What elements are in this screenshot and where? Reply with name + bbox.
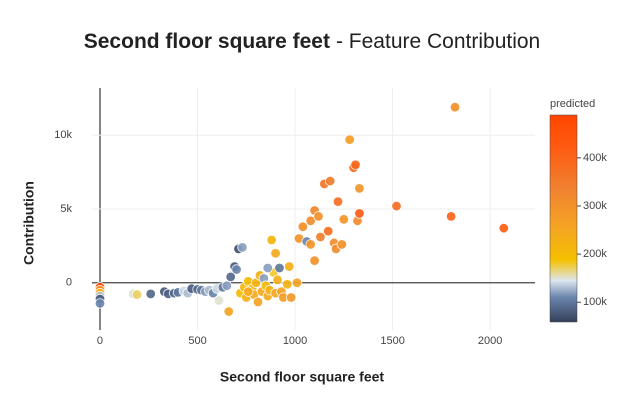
point	[332, 196, 344, 207]
point	[131, 289, 143, 300]
point	[354, 183, 365, 194]
point	[237, 242, 248, 253]
point	[297, 221, 309, 232]
y-tick-label: 10k	[54, 129, 72, 141]
point	[323, 225, 334, 237]
point	[223, 306, 234, 317]
point	[262, 262, 273, 274]
chart-title: Second floor square feet	[84, 30, 330, 53]
chart-title-group: Second floor square feet - Feature Contri…	[84, 30, 541, 53]
x-tick-label: 0	[97, 335, 103, 347]
x-tick-label: 1500	[380, 335, 404, 347]
point	[309, 255, 320, 266]
point	[243, 286, 254, 297]
point	[266, 234, 277, 246]
point	[213, 295, 225, 306]
point	[445, 211, 457, 222]
point	[94, 298, 106, 309]
chart-subtitle: - Feature Contribution	[336, 30, 540, 53]
colorbar	[549, 114, 578, 323]
y-axis-title: Contribution	[21, 181, 37, 265]
colorbar-title: predicted	[550, 98, 595, 110]
point	[336, 239, 348, 250]
point	[274, 262, 285, 274]
point	[272, 274, 283, 286]
point	[270, 248, 281, 259]
point	[291, 277, 303, 288]
y-tick-label: 5k	[60, 203, 72, 215]
x-tick-label: 2000	[478, 335, 502, 347]
point	[305, 239, 316, 250]
point	[231, 264, 242, 275]
point	[282, 279, 293, 290]
point	[284, 261, 295, 272]
point	[305, 215, 316, 227]
y-tick-label: 0	[66, 277, 72, 289]
point	[252, 296, 264, 308]
point	[221, 280, 232, 291]
point	[498, 222, 509, 234]
point	[344, 134, 355, 145]
colorbar-tick-label: 400k	[583, 152, 607, 164]
colorbar-tick-label: 200k	[583, 248, 607, 260]
point	[391, 200, 402, 212]
x-tick-label: 1000	[283, 335, 307, 347]
point	[315, 231, 326, 243]
point	[145, 288, 156, 300]
colorbar-tick-label: 300k	[583, 200, 607, 212]
x-tick-label: 500	[188, 335, 206, 347]
point	[324, 175, 336, 187]
point	[338, 214, 350, 225]
point	[313, 211, 324, 222]
point	[350, 159, 361, 170]
point	[449, 101, 461, 113]
x-axis-title: Second floor square feet	[220, 369, 384, 385]
point	[354, 208, 365, 219]
colorbar-tick-label: 100k	[583, 296, 607, 308]
point	[285, 292, 297, 303]
point	[225, 271, 236, 283]
